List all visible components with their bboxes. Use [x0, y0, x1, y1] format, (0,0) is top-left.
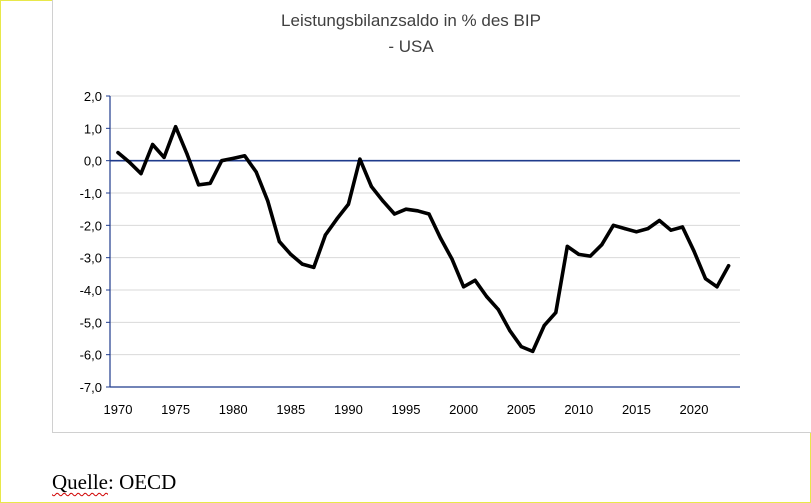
- y-tick-label: -6,0: [80, 348, 102, 363]
- data-point: [427, 212, 431, 216]
- data-point: [519, 344, 523, 349]
- data-point: [508, 328, 512, 333]
- data-point: [346, 202, 350, 206]
- chart-title: Leistungsbilanzsaldo in % des BIP: [281, 11, 541, 30]
- data-point: [634, 230, 639, 234]
- data-point: [185, 152, 189, 156]
- data-point: [726, 264, 731, 268]
- data-point: [565, 244, 569, 248]
- data-point: [577, 252, 581, 257]
- data-point: [438, 236, 443, 240]
- data-point: [462, 285, 466, 289]
- data-point: [358, 157, 362, 161]
- x-tick-label: 1985: [276, 402, 305, 417]
- data-point: [139, 172, 143, 176]
- data-point: [496, 307, 500, 311]
- data-point: [381, 199, 385, 203]
- data-point: [254, 170, 258, 174]
- data-point: [600, 243, 604, 247]
- data-point: [623, 226, 627, 231]
- data-point: [542, 323, 546, 328]
- data-point: [243, 154, 247, 158]
- data-point: [277, 239, 281, 244]
- data-point: [404, 207, 408, 211]
- x-tick-label: 2020: [680, 402, 709, 417]
- series-line: [116, 124, 731, 354]
- data-point: [692, 249, 696, 253]
- source-prefix: Quelle: [52, 470, 108, 494]
- x-tick-label: 2010: [564, 402, 593, 417]
- data-point: [588, 254, 592, 258]
- data-point: [392, 212, 397, 216]
- y-tick-label: -1,0: [80, 186, 102, 201]
- data-point: [127, 160, 132, 164]
- source-rest: : OECD: [107, 470, 177, 494]
- data-point: [174, 125, 178, 129]
- y-tick-label: -3,0: [80, 251, 102, 266]
- data-point: [312, 265, 316, 269]
- data-point: [703, 277, 708, 281]
- data-point: [369, 184, 374, 189]
- y-tick-label: 1,0: [84, 121, 102, 136]
- x-tick-label: 2000: [449, 402, 478, 417]
- y-tick-label: -4,0: [80, 283, 102, 298]
- data-point: [162, 155, 166, 160]
- source-note: Quelle: OECD: [52, 470, 176, 495]
- data-point: [715, 285, 719, 289]
- data-point: [220, 159, 224, 163]
- data-point: [300, 262, 304, 266]
- y-tick-label: -7,0: [80, 380, 102, 395]
- data-point: [335, 217, 339, 221]
- y-tick-label: -5,0: [80, 315, 102, 330]
- data-point: [646, 226, 650, 231]
- x-tick-label: 2015: [622, 402, 651, 417]
- data-point: [531, 349, 535, 354]
- data-point: [611, 223, 615, 227]
- data-point: [473, 278, 477, 282]
- data-point: [450, 257, 454, 261]
- x-tick-label: 1995: [392, 402, 421, 417]
- x-tick-label: 1975: [161, 402, 190, 417]
- chart-subtitle: - USA: [388, 37, 434, 56]
- data-point: [323, 233, 327, 237]
- data-point: [289, 252, 293, 257]
- data-point: [680, 225, 685, 229]
- data-point: [231, 156, 235, 161]
- x-tick-label: 2005: [507, 402, 536, 417]
- data-point: [669, 228, 673, 232]
- data-point: [657, 218, 662, 223]
- data-point: [197, 183, 201, 187]
- data-point: [415, 209, 420, 213]
- y-tick-label: 2,0: [84, 89, 102, 104]
- x-tick-label: 1990: [334, 402, 363, 417]
- data-point: [150, 142, 155, 147]
- y-tick-label: -2,0: [80, 218, 102, 233]
- y-tick-label: 0,0: [84, 154, 102, 169]
- data-point: [208, 181, 212, 185]
- x-tick-label: 1970: [104, 402, 133, 417]
- data-point: [116, 150, 120, 155]
- x-tick-label: 1980: [219, 402, 248, 417]
- data-point: [266, 199, 270, 203]
- data-point: [554, 311, 558, 315]
- data-point: [485, 294, 489, 299]
